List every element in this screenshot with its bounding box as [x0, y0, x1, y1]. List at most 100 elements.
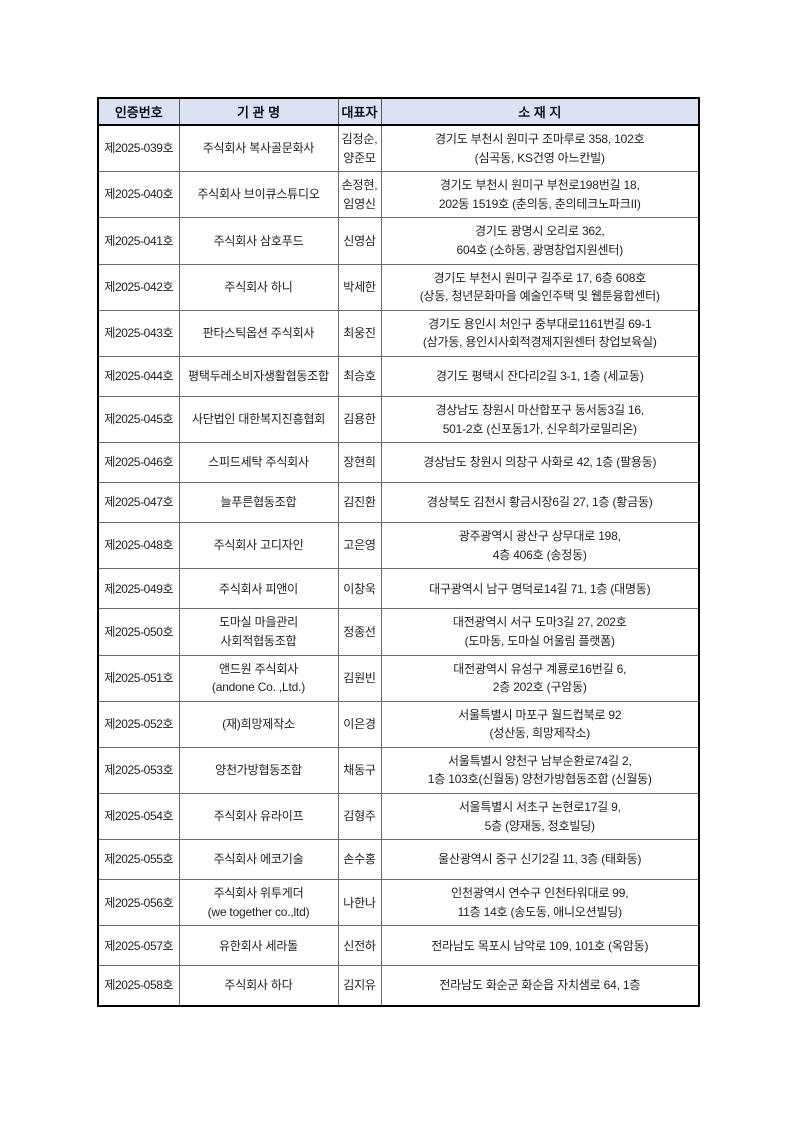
representative-cell: 나한나: [337, 879, 382, 927]
header-representative: 대표자: [337, 97, 382, 126]
org-name-cell: 주식회사 피앤이: [178, 568, 339, 610]
representative-cell: 김원빈: [337, 654, 382, 702]
table-row: 제2025-055호 주식회사 에코기술 손수홍 울산광역시 중구 신기2길 1…: [97, 839, 700, 881]
org-name-cell: 주식회사 브이큐스튜디오: [178, 171, 339, 219]
cert-no-cell: 제2025-051호: [97, 654, 180, 702]
representative-cell: 김지유: [337, 965, 382, 1007]
org-name-cell: 주식회사 유라이프: [178, 793, 339, 841]
representative-cell: 김용한: [337, 395, 382, 444]
address-cell: 서울특별시 양천구 남부순환로74길 2, 1층 103호(신월동) 양천가방협…: [380, 746, 700, 795]
cert-no-cell: 제2025-054호: [97, 793, 180, 841]
table-row: 제2025-054호 주식회사 유라이프 김형주 서울특별시 서초구 논현로17…: [97, 793, 700, 841]
representative-cell: 손정현, 임영신: [337, 171, 382, 219]
cert-no-cell: 제2025-055호: [97, 839, 180, 881]
address-cell: 경기도 광명시 오리로 362, 604호 (소하동, 광명창업지원센터): [380, 217, 700, 265]
address-cell: 경상남도 창원시 마산합포구 동서동3길 16, 501-2호 (신포동1가, …: [380, 395, 700, 444]
org-name-cell: 도마실 마을관리 사회적협동조합: [178, 608, 339, 656]
table-row: 제2025-041호 주식회사 삼호푸드 신영삼 경기도 광명시 오리로 362…: [97, 217, 700, 265]
org-name-cell: 주식회사 하다: [178, 965, 339, 1007]
table-row: 제2025-049호 주식회사 피앤이 이창욱 대구광역시 남구 명덕로14길 …: [97, 568, 700, 610]
address-cell: 서울특별시 서초구 논현로17길 9, 5층 (양재동, 정호빌딩): [380, 793, 700, 841]
certification-table: 인증번호 기 관 명 대표자 소 재 지 제2025-039호 주식회사 복사골…: [97, 97, 700, 1007]
address-cell: 광주광역시 광산구 상무대로 198, 4층 406호 (송정동): [380, 522, 700, 570]
cert-no-cell: 제2025-042호: [97, 263, 180, 311]
representative-cell: 채동구: [337, 746, 382, 795]
header-cert-no: 인증번호: [97, 97, 180, 126]
table-row: 제2025-039호 주식회사 복사골문화사 김정순, 양준모 경기도 부천시 …: [97, 124, 700, 173]
org-name-cell: 유한회사 세라돌: [178, 925, 339, 967]
representative-cell: 최승호: [337, 355, 382, 397]
table-row: 제2025-047호 늘푸른협동조합 김진환 경상북도 김천시 황금시장6길 2…: [97, 482, 700, 524]
org-name-cell: 늘푸른협동조합: [178, 482, 339, 524]
cert-no-cell: 제2025-045호: [97, 395, 180, 444]
representative-cell: 박세한: [337, 263, 382, 311]
org-name-cell: 주식회사 복사골문화사: [178, 124, 339, 173]
table-header-row: 인증번호 기 관 명 대표자 소 재 지: [97, 97, 700, 126]
address-cell: 경기도 부천시 원미구 길주로 17, 6층 608호 (상동, 청년문화마을 …: [380, 263, 700, 311]
certification-table-page: 인증번호 기 관 명 대표자 소 재 지 제2025-039호 주식회사 복사골…: [97, 97, 700, 1007]
address-cell: 대구광역시 남구 명덕로14길 71, 1층 (대명동): [380, 568, 700, 610]
cert-no-cell: 제2025-046호: [97, 442, 180, 484]
table-row: 제2025-048호 주식회사 고디자인 고은영 광주광역시 광산구 상무대로 …: [97, 522, 700, 570]
address-cell: 경기도 부천시 원미구 부천로198번길 18, 202동 1519호 (춘의동…: [380, 171, 700, 219]
address-cell: 전라남도 목포시 남악로 109, 101호 (옥암동): [380, 925, 700, 967]
address-cell: 경상남도 창원시 의창구 사화로 42, 1층 (팔용동): [380, 442, 700, 484]
org-name-cell: 스피드세탁 주식회사: [178, 442, 339, 484]
table-row: 제2025-046호 스피드세탁 주식회사 장현희 경상남도 창원시 의창구 사…: [97, 442, 700, 484]
table-row: 제2025-050호 도마실 마을관리 사회적협동조합 정종선 대전광역시 서구…: [97, 608, 700, 656]
cert-no-cell: 제2025-041호: [97, 217, 180, 265]
cert-no-cell: 제2025-049호: [97, 568, 180, 610]
table-row: 제2025-044호 평택두레소비자생활협동조합 최승호 경기도 평택시 잔다리…: [97, 355, 700, 397]
cert-no-cell: 제2025-039호: [97, 124, 180, 173]
representative-cell: 김정순, 양준모: [337, 124, 382, 173]
header-org-name: 기 관 명: [178, 97, 339, 126]
representative-cell: 김진환: [337, 482, 382, 524]
cert-no-cell: 제2025-040호: [97, 171, 180, 219]
address-cell: 경기도 평택시 잔다리2길 3-1, 1층 (세교동): [380, 355, 700, 397]
header-address: 소 재 지: [380, 97, 700, 126]
representative-cell: 최웅진: [337, 309, 382, 357]
table-row: 제2025-051호 앤드원 주식회사 (andone Co. ,Ltd.) 김…: [97, 654, 700, 702]
cert-no-cell: 제2025-052호: [97, 700, 180, 748]
org-name-cell: 주식회사 고디자인: [178, 522, 339, 570]
table-row: 제2025-056호 주식회사 위투게더 (we together co.,lt…: [97, 879, 700, 927]
cert-no-cell: 제2025-056호: [97, 879, 180, 927]
cert-no-cell: 제2025-057호: [97, 925, 180, 967]
table-row: 제2025-040호 주식회사 브이큐스튜디오 손정현, 임영신 경기도 부천시…: [97, 171, 700, 219]
table-row: 제2025-053호 양천가방협동조합 채동구 서울특별시 양천구 남부순환로7…: [97, 746, 700, 795]
representative-cell: 신전하: [337, 925, 382, 967]
org-name-cell: 평택두레소비자생활협동조합: [178, 355, 339, 397]
cert-no-cell: 제2025-044호: [97, 355, 180, 397]
representative-cell: 신영삼: [337, 217, 382, 265]
org-name-cell: 양천가방협동조합: [178, 746, 339, 795]
table-row: 제2025-052호 (재)희망제작소 이은경 서울특별시 마포구 월드컵북로 …: [97, 700, 700, 748]
cert-no-cell: 제2025-053호: [97, 746, 180, 795]
address-cell: 서울특별시 마포구 월드컵북로 92 (성산동, 희망제작소): [380, 700, 700, 748]
cert-no-cell: 제2025-048호: [97, 522, 180, 570]
address-cell: 경기도 용인시 처인구 중부대로1161번길 69-1 (삼가동, 용인시사회적…: [380, 309, 700, 357]
table-row: 제2025-043호 판타스틱옵션 주식회사 최웅진 경기도 용인시 처인구 중…: [97, 309, 700, 357]
cert-no-cell: 제2025-043호: [97, 309, 180, 357]
org-name-cell: 사단법인 대한복지진흥협회: [178, 395, 339, 444]
representative-cell: 장현희: [337, 442, 382, 484]
org-name-cell: 주식회사 위투게더 (we together co.,ltd): [178, 879, 339, 927]
table-row: 제2025-042호 주식회사 하니 박세한 경기도 부천시 원미구 길주로 1…: [97, 263, 700, 311]
org-name-cell: 앤드원 주식회사 (andone Co. ,Ltd.): [178, 654, 339, 702]
org-name-cell: 주식회사 에코기술: [178, 839, 339, 881]
table-row: 제2025-058호 주식회사 하다 김지유 전라남도 화순군 화순읍 자치샘로…: [97, 965, 700, 1007]
address-cell: 대전광역시 유성구 계룡로16번길 6, 2층 202호 (구암동): [380, 654, 700, 702]
address-cell: 경기도 부천시 원미구 조마루로 358, 102호 (심곡동, KS건영 아느…: [380, 124, 700, 173]
org-name-cell: 주식회사 하니: [178, 263, 339, 311]
representative-cell: 손수홍: [337, 839, 382, 881]
address-cell: 경상북도 김천시 황금시장6길 27, 1층 (황금동): [380, 482, 700, 524]
representative-cell: 이창욱: [337, 568, 382, 610]
representative-cell: 이은경: [337, 700, 382, 748]
org-name-cell: (재)희망제작소: [178, 700, 339, 748]
representative-cell: 김형주: [337, 793, 382, 841]
address-cell: 전라남도 화순군 화순읍 자치샘로 64, 1층: [380, 965, 700, 1007]
table-body: 제2025-039호 주식회사 복사골문화사 김정순, 양준모 경기도 부천시 …: [97, 124, 700, 1007]
address-cell: 대전광역시 서구 도마3길 27, 202호 (도마동, 도마실 어울림 플랫폼…: [380, 608, 700, 656]
address-cell: 인천광역시 연수구 인천타워대로 99, 11층 14호 (송도동, 애니오션빌…: [380, 879, 700, 927]
representative-cell: 정종선: [337, 608, 382, 656]
